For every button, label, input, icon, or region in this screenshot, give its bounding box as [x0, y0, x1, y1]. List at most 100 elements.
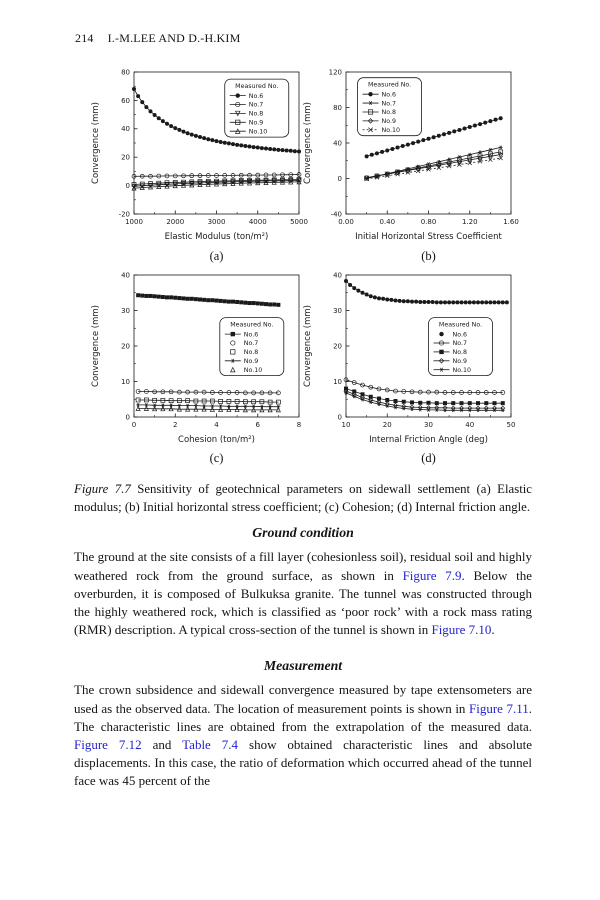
marker: [411, 141, 416, 146]
marker: [263, 177, 269, 183]
legend-label: No.7: [244, 340, 258, 347]
marker: [348, 282, 353, 287]
marker: [164, 173, 170, 179]
marker: [296, 172, 302, 177]
marker: [441, 132, 446, 137]
marker: [210, 398, 215, 404]
marker: [201, 398, 207, 404]
marker: [496, 300, 501, 305]
marker: [467, 157, 473, 163]
y-tick-label: 0: [126, 413, 130, 421]
marker: [222, 178, 228, 184]
series-No.7: [343, 377, 506, 395]
marker: [139, 184, 145, 190]
marker: [152, 389, 157, 395]
text-run: . Below the overburden, it is composed o…: [74, 567, 532, 638]
marker: [426, 299, 431, 304]
legend-label: No.6: [244, 331, 258, 338]
marker: [400, 144, 405, 149]
marker: [180, 181, 187, 187]
marker: [238, 178, 244, 183]
marker: [156, 173, 162, 179]
series-line: [138, 408, 279, 411]
text-run: The ground at the site consists of a fil…: [74, 549, 532, 583]
marker: [446, 159, 452, 165]
marker: [226, 141, 231, 146]
marker: [368, 127, 373, 133]
marker: [477, 155, 483, 161]
marker: [185, 406, 191, 412]
marker: [267, 399, 273, 405]
marker: [288, 148, 293, 153]
cross-reference-link[interactable]: Figure 7.12: [74, 736, 142, 752]
marker: [144, 293, 149, 298]
marker: [476, 408, 480, 413]
marker: [443, 408, 447, 413]
marker: [450, 390, 456, 395]
marker: [456, 159, 462, 165]
marker: [377, 402, 381, 407]
marker: [189, 132, 194, 137]
y-tick-label: 20: [333, 342, 342, 350]
marker: [243, 404, 248, 409]
marker: [367, 109, 374, 115]
marker: [169, 124, 174, 129]
y-axis-label: Convergence (mm): [303, 102, 313, 184]
marker: [152, 113, 157, 118]
marker: [235, 101, 241, 108]
marker: [498, 152, 504, 158]
marker: [352, 286, 357, 291]
y-tick-label: 20: [121, 342, 130, 350]
marker: [280, 177, 285, 183]
marker: [197, 179, 203, 184]
cross-reference-link[interactable]: Table 7.4: [182, 736, 239, 752]
marker: [272, 302, 277, 307]
marker: [409, 389, 415, 395]
marker: [443, 300, 447, 305]
legend-label: No.10: [244, 367, 262, 374]
y-axis-label: Convergence (mm): [91, 305, 101, 387]
marker: [143, 405, 149, 411]
marker: [148, 173, 153, 179]
legend-title: Measured No.: [230, 322, 273, 329]
marker: [168, 398, 174, 404]
legend-title: Measured No.: [235, 83, 278, 90]
marker: [368, 384, 374, 390]
marker: [251, 404, 256, 409]
marker: [255, 301, 260, 306]
marker: [268, 146, 273, 151]
marker: [230, 331, 235, 337]
cross-reference-link[interactable]: Figure 7.10: [431, 622, 492, 638]
marker: [467, 125, 472, 130]
marker: [500, 408, 505, 413]
marker: [376, 386, 382, 392]
marker: [247, 177, 252, 183]
subcaption-c: (c): [209, 451, 224, 465]
text-run: .: [491, 622, 495, 638]
marker: [210, 298, 215, 303]
marker: [422, 299, 427, 304]
legend-label: No.10: [249, 128, 267, 135]
marker: [247, 144, 252, 149]
marker: [222, 173, 228, 178]
cross-reference-link[interactable]: Figure 7.11: [468, 700, 529, 716]
legend-label: No.10: [453, 367, 471, 374]
marker: [439, 331, 444, 337]
x-tick-label: 2: [173, 421, 177, 429]
marker: [210, 390, 215, 395]
marker: [177, 127, 182, 132]
marker: [393, 298, 398, 303]
y-tick-label: 40: [121, 271, 130, 279]
marker: [405, 142, 410, 147]
marker: [160, 397, 166, 403]
series-No.8: [344, 386, 505, 406]
cross-reference-link[interactable]: Figure 7.9: [402, 567, 462, 583]
legend-label: No.8: [244, 349, 258, 356]
marker: [140, 100, 145, 105]
marker: [504, 300, 509, 305]
marker: [275, 407, 281, 413]
marker: [480, 300, 485, 305]
marker: [364, 175, 370, 181]
marker: [439, 367, 444, 372]
marker: [169, 295, 174, 300]
